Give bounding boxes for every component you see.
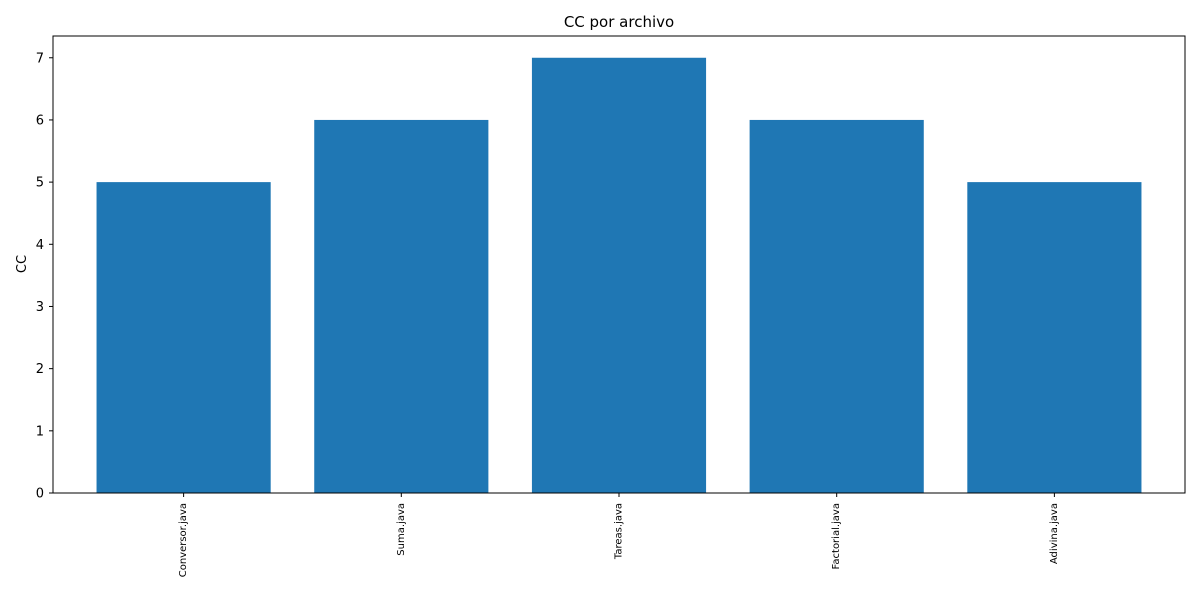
x-tick-label: Adivina.java	[1049, 503, 1060, 564]
x-tick-label: Factorial.java	[831, 503, 842, 569]
x-axis-ticks: Conversor.java Suma.java Tareas.java Factor…	[178, 493, 1060, 577]
y-axis-label: CC	[15, 255, 30, 273]
x-tick-label: Tareas.java	[614, 503, 625, 560]
bars-group	[96, 57, 1142, 494]
y-tick-label: 1	[36, 424, 44, 439]
y-axis-ticks: 0 1 2 3 4 5 6 7	[36, 51, 53, 502]
bar-tareas-java	[531, 57, 707, 494]
plot-frame	[52, 35, 1186, 494]
y-tick-label: 7	[36, 51, 44, 66]
bar-conversor-java	[96, 182, 271, 493]
x-tick-label: Conversor.java	[178, 503, 189, 577]
bar-factorial-java	[749, 119, 924, 493]
y-tick-label: 5	[36, 176, 44, 191]
x-tick-label: Suma.java	[396, 503, 407, 556]
y-tick-label: 6	[36, 113, 44, 128]
y-tick-label: 4	[36, 238, 44, 253]
bar-adivina-java	[967, 182, 1142, 493]
y-tick-label: 3	[36, 300, 44, 315]
y-tick-label: 2	[36, 362, 44, 377]
y-tick-label: 0	[36, 487, 44, 502]
chart-title: CC por archivo	[564, 13, 674, 31]
bar-suma-java	[314, 119, 489, 493]
